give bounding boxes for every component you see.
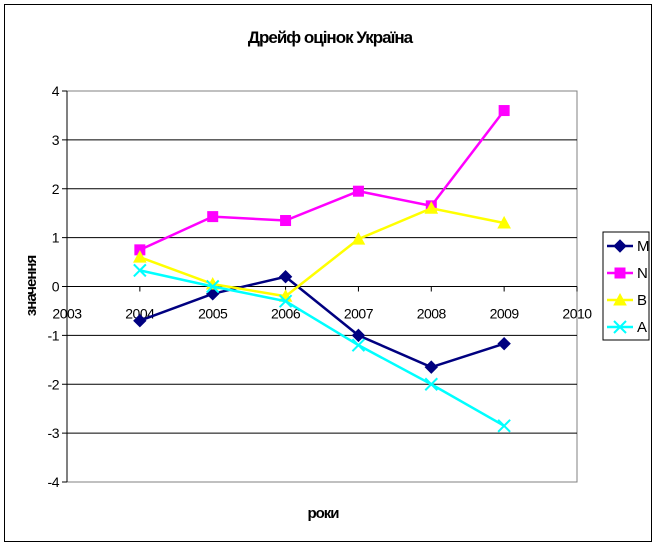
data-point bbox=[498, 105, 510, 117]
y-tick-label: 3 bbox=[52, 132, 60, 148]
data-point bbox=[351, 328, 366, 343]
legend-marker bbox=[614, 267, 626, 279]
y-axis-ticks: 4 3 2 1 0 -1 -2 -3 -4 bbox=[48, 83, 68, 490]
series-M bbox=[133, 270, 511, 374]
legend-item: M bbox=[607, 238, 650, 255]
x-tick-label: 2010 bbox=[562, 306, 592, 322]
data-point bbox=[352, 185, 364, 197]
legend-item: A bbox=[607, 319, 647, 336]
data-point bbox=[424, 360, 438, 374]
data-point bbox=[207, 211, 219, 223]
data-point bbox=[206, 279, 220, 294]
series-layer bbox=[133, 105, 511, 433]
y-axis-title: значення bbox=[23, 256, 40, 317]
legend-marker bbox=[613, 239, 627, 253]
data-point bbox=[424, 377, 438, 391]
series-line bbox=[139, 109, 506, 251]
legend-label: M bbox=[637, 238, 650, 255]
x-axis-ticks: 2003 2004 2005 2006 2007 2008 2009 2010 bbox=[52, 286, 593, 322]
series-line bbox=[139, 275, 505, 369]
y-tick-label: 1 bbox=[52, 230, 60, 246]
data-point bbox=[351, 338, 366, 352]
data-point bbox=[133, 314, 147, 328]
data-point bbox=[497, 215, 511, 229]
data-point bbox=[351, 232, 366, 245]
legend-label: N bbox=[637, 265, 648, 282]
x-tick-label: 2003 bbox=[52, 306, 82, 322]
data-point bbox=[497, 419, 511, 433]
data-point bbox=[280, 215, 292, 227]
y-tick-label: -2 bbox=[48, 376, 60, 392]
data-point bbox=[133, 250, 147, 263]
legend-item: N bbox=[607, 265, 648, 282]
series-line bbox=[139, 206, 505, 298]
x-tick-label: 2008 bbox=[417, 306, 447, 322]
legend-marker bbox=[613, 320, 627, 334]
data-point bbox=[424, 201, 439, 214]
series-A bbox=[133, 263, 511, 433]
y-tick-label: 4 bbox=[52, 83, 60, 99]
data-point bbox=[497, 336, 511, 351]
legend-label: A bbox=[637, 319, 647, 336]
y-tick-label: 2 bbox=[52, 181, 60, 197]
legend-marker bbox=[613, 292, 627, 306]
x-tick-label: 2009 bbox=[490, 306, 520, 322]
data-point bbox=[278, 294, 293, 308]
y-tick-label: -3 bbox=[48, 425, 60, 441]
x-tick-label: 2007 bbox=[344, 306, 374, 322]
series-B bbox=[133, 201, 511, 302]
legend-label: B bbox=[637, 292, 647, 309]
legend-item: B bbox=[607, 292, 647, 309]
data-point bbox=[133, 263, 147, 278]
x-axis-title: роки bbox=[307, 505, 339, 522]
y-tick-label: -4 bbox=[48, 474, 60, 490]
x-tick-label: 2005 bbox=[198, 306, 228, 322]
x-tick-label: 2006 bbox=[271, 306, 301, 322]
chart-title: Дрейф оцінок Україна bbox=[248, 28, 414, 47]
data-point bbox=[278, 270, 293, 284]
y-tick-label: -1 bbox=[48, 327, 60, 343]
y-tick-label: 0 bbox=[52, 279, 60, 295]
series-line bbox=[139, 269, 505, 427]
